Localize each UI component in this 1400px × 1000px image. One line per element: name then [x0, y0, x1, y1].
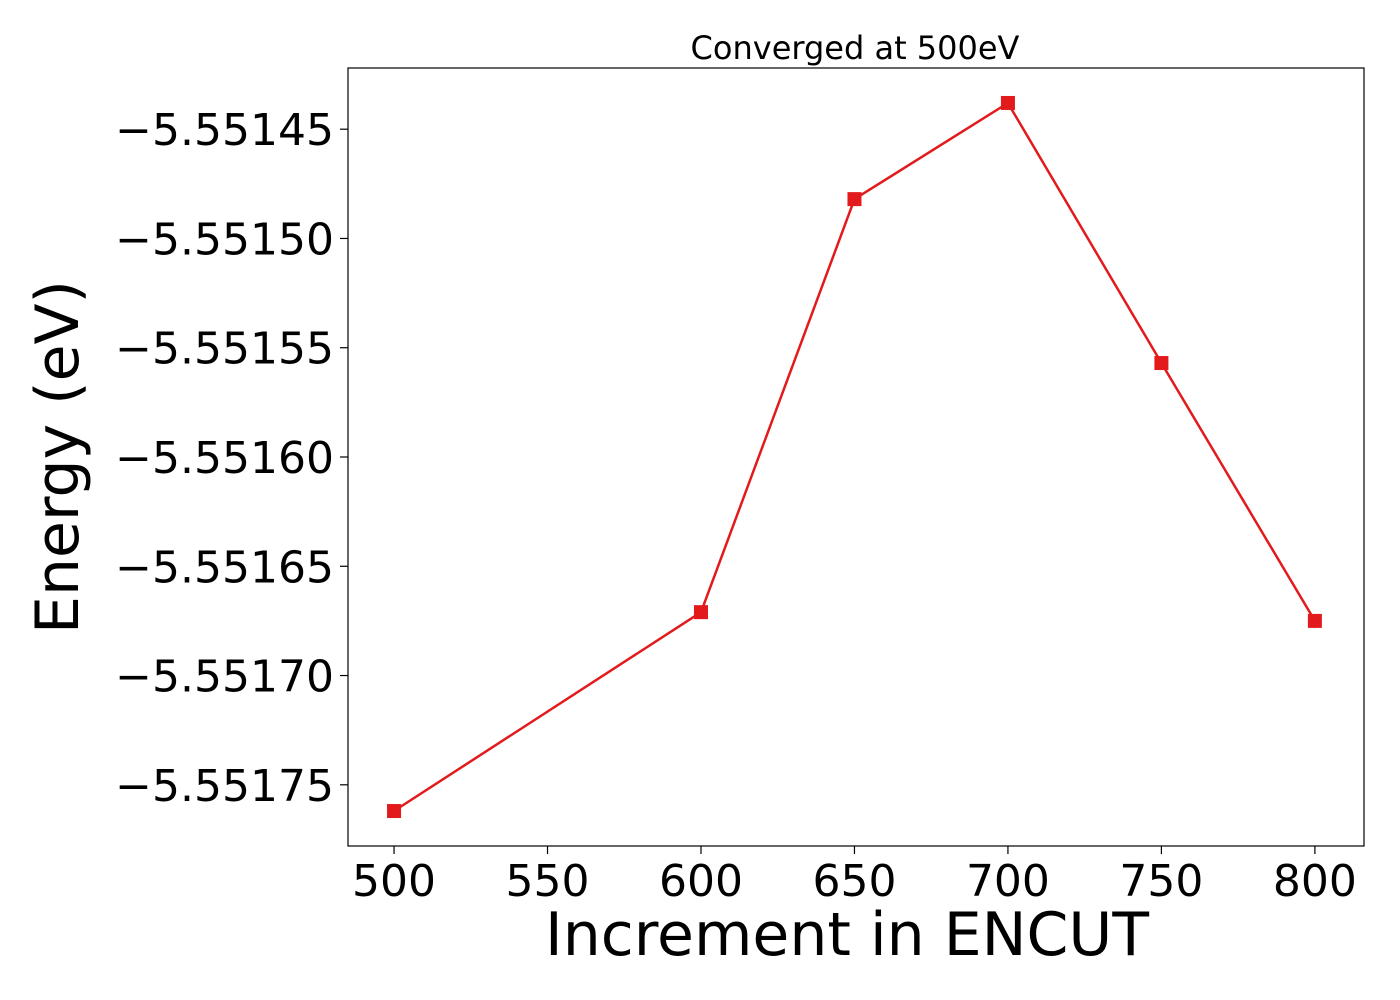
x-tick-label: 800 — [1273, 856, 1357, 907]
y-tick-label: −5.55145 — [115, 105, 334, 156]
series-line — [393, 101, 1316, 813]
plot-frame — [347, 67, 1365, 847]
y-tick-label: −5.55155 — [115, 324, 334, 375]
chart-title: Converged at 500eV — [691, 29, 1020, 67]
x-tick-label: 700 — [966, 856, 1050, 907]
data-point-marker — [1154, 356, 1169, 371]
x-axis-label: Increment in ENCUT — [545, 900, 1149, 970]
data-point-marker — [847, 192, 862, 207]
x-tick-label: 750 — [1119, 856, 1203, 907]
x-axis-ticks: 500 550 600 650 700 750 800 — [352, 846, 1357, 907]
x-tick-label: 550 — [506, 856, 590, 907]
y-axis-label: Energy (eV) — [23, 280, 93, 634]
y-tick-label: −5.55165 — [115, 542, 334, 593]
x-tick-label: 600 — [659, 856, 743, 907]
y-tick-label: −5.55170 — [115, 652, 334, 703]
data-point-marker — [1000, 95, 1015, 110]
x-tick-label: 650 — [812, 856, 896, 907]
y-tick-label: −5.55160 — [115, 433, 334, 484]
x-tick-label: 500 — [352, 856, 436, 907]
data-point-marker — [1307, 613, 1322, 628]
y-tick-label: −5.55175 — [115, 761, 334, 812]
data-point-marker — [693, 605, 708, 620]
plot-background — [348, 68, 1364, 846]
y-axis-ticks: −5.55145 −5.55150 −5.55155 −5.55160 −5.55165… — [115, 105, 348, 812]
data-point-marker — [387, 804, 402, 819]
y-tick-label: −5.55150 — [115, 214, 334, 265]
data-markers — [387, 95, 1322, 819]
